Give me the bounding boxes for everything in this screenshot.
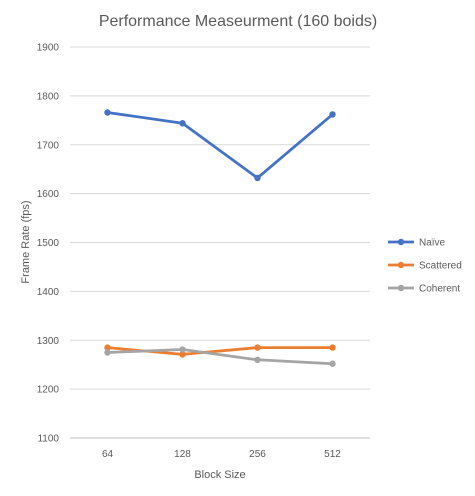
chart-title: Performance Measeurment (160 boids) xyxy=(99,13,377,30)
legend-item: Coherent xyxy=(388,284,460,295)
legend-swatch-marker xyxy=(397,238,405,246)
data-point xyxy=(329,111,336,118)
legend: Naïve Scattered Coherent xyxy=(388,238,462,295)
x-axis-title: Block Size xyxy=(194,469,245,481)
series-2 xyxy=(104,346,336,367)
y-tick-label: 1500 xyxy=(37,238,60,249)
y-tick-label: 1900 xyxy=(37,43,60,54)
y-tick-label: 1400 xyxy=(37,287,60,298)
legend-label: Scattered xyxy=(419,261,462,272)
data-point xyxy=(254,174,261,182)
data-point xyxy=(104,344,111,351)
y-tick-label: 1600 xyxy=(37,189,60,200)
legend-item: Naïve xyxy=(388,238,446,249)
legend-swatch-marker xyxy=(397,284,405,292)
legend-item: Scattered xyxy=(388,261,462,272)
y-tick-label: 1200 xyxy=(37,385,60,396)
series-0 xyxy=(104,109,336,182)
x-tick-label: 64 xyxy=(102,449,114,460)
y-tick-label: 1100 xyxy=(37,434,59,445)
x-tick-label: 512 xyxy=(324,449,341,460)
y-tick-label: 1700 xyxy=(37,140,60,151)
x-tick-label: 128 xyxy=(174,449,191,460)
data-point xyxy=(104,109,111,116)
series-line xyxy=(106,111,334,180)
legend-label: Coherent xyxy=(419,284,460,295)
x-tick-label: 256 xyxy=(249,449,266,460)
series-lines xyxy=(104,109,336,367)
y-axis-title: Frame Rate (fps) xyxy=(20,200,32,283)
data-point xyxy=(254,344,261,351)
data-point xyxy=(179,120,186,127)
y-axis-tick-labels: 1100 1200 1300 1400 1500 1600 1700 1800 1900 xyxy=(37,43,60,445)
series-line xyxy=(106,348,334,366)
legend-swatch-marker xyxy=(397,261,405,269)
data-point xyxy=(254,356,261,363)
y-tick-label: 1800 xyxy=(37,91,60,102)
y-tick-label: 1300 xyxy=(37,336,60,347)
data-point xyxy=(179,346,186,353)
data-point xyxy=(329,360,336,367)
x-axis-tick-labels: 64 128 256 512 xyxy=(102,449,341,460)
data-point xyxy=(329,344,336,351)
data-point xyxy=(104,349,111,356)
data-point xyxy=(179,351,186,358)
gridlines xyxy=(70,46,370,439)
legend-label: Naïve xyxy=(419,238,446,249)
